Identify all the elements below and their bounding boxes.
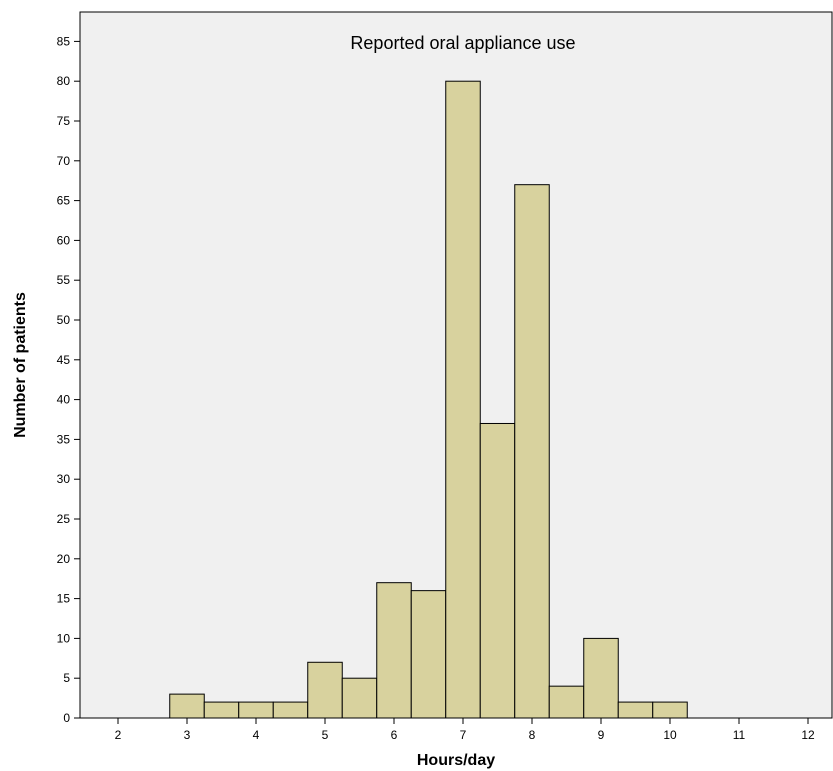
histogram-bar: [410, 590, 447, 719]
y-tick-label: 65: [57, 194, 71, 208]
histogram-bar: [341, 677, 378, 719]
y-tick-label: 55: [57, 273, 71, 287]
chart-title: Reported oral appliance use: [350, 33, 575, 53]
histogram-bar: [238, 701, 274, 719]
y-tick-label: 45: [57, 353, 71, 367]
y-tick-label: 60: [57, 233, 71, 247]
x-tick-label: 5: [322, 728, 329, 742]
histogram-bar: [652, 701, 688, 719]
histogram-bar: [479, 422, 516, 719]
histogram-bar: [583, 637, 619, 719]
x-tick-label: 8: [529, 728, 536, 742]
y-tick-label: 35: [57, 432, 71, 446]
histogram-bar: [272, 701, 309, 719]
x-tick-label: 7: [460, 728, 467, 742]
histogram-bar: [514, 184, 550, 719]
y-tick-label: 30: [57, 472, 71, 486]
x-tick-label: 6: [391, 728, 398, 742]
histogram-bar: [548, 685, 585, 719]
x-tick-label: 11: [733, 728, 746, 742]
y-tick-label: 20: [57, 552, 71, 566]
x-axis-title: Hours/day: [417, 752, 495, 769]
histogram-bar: [376, 582, 412, 719]
y-axis-ticks: 0 5 10 15 20 25 30 35 40 45 50 55 60 65 70 75 80 85: [57, 34, 80, 725]
histogram-bar: [307, 661, 343, 719]
x-tick-label: 2: [115, 728, 122, 742]
y-tick-label: 5: [63, 671, 70, 685]
histogram-bar: [617, 701, 654, 719]
x-tick-label: 3: [184, 728, 191, 742]
y-axis-title: Number of patients: [12, 292, 29, 438]
x-tick-label: 10: [663, 728, 677, 742]
y-tick-label: 50: [57, 313, 71, 327]
y-tick-label: 70: [57, 154, 71, 168]
y-tick-label: 75: [57, 114, 71, 128]
y-tick-label: 85: [57, 34, 71, 48]
x-axis-ticks: 2 3 4 5 6 7 8 9 10 11 12: [115, 718, 815, 742]
histogram-bar: [203, 701, 240, 719]
histogram-bars: [169, 80, 688, 719]
histogram-bar: [169, 693, 205, 719]
histogram-bar: [445, 80, 481, 719]
x-tick-label: 4: [253, 728, 260, 742]
y-tick-label: 25: [57, 512, 71, 526]
y-tick-label: 40: [57, 393, 71, 407]
x-tick-label: 12: [801, 728, 815, 742]
y-tick-label: 10: [57, 631, 71, 645]
y-tick-label: 0: [63, 711, 70, 725]
y-tick-label: 15: [57, 592, 71, 606]
y-tick-label: 80: [57, 74, 71, 88]
x-tick-label: 9: [598, 728, 605, 742]
